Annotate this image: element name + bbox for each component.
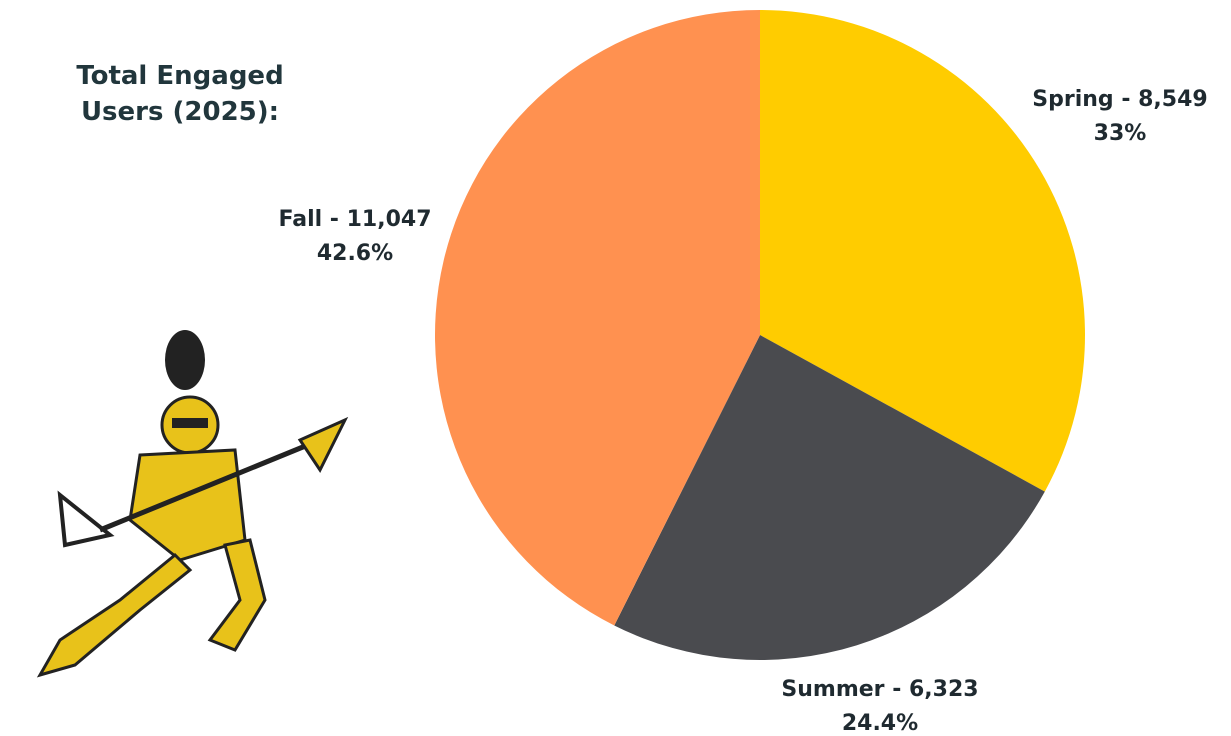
slice-value-label: 33% xyxy=(1094,121,1147,146)
pie-slice xyxy=(434,10,760,626)
pie-slice xyxy=(760,10,1085,492)
slice-label: Spring - 8,549 xyxy=(1032,87,1207,112)
slice-label: Fall - 11,047 xyxy=(278,207,431,232)
slice-label: Summer - 6,323 xyxy=(781,677,978,702)
mascot xyxy=(36,330,349,678)
chart-title: Total Engaged Users (2025): xyxy=(76,61,284,127)
pie-slice xyxy=(614,335,1045,660)
slice-value-label: 24.4% xyxy=(842,711,918,736)
slice-value-label: 42.6% xyxy=(317,241,393,266)
